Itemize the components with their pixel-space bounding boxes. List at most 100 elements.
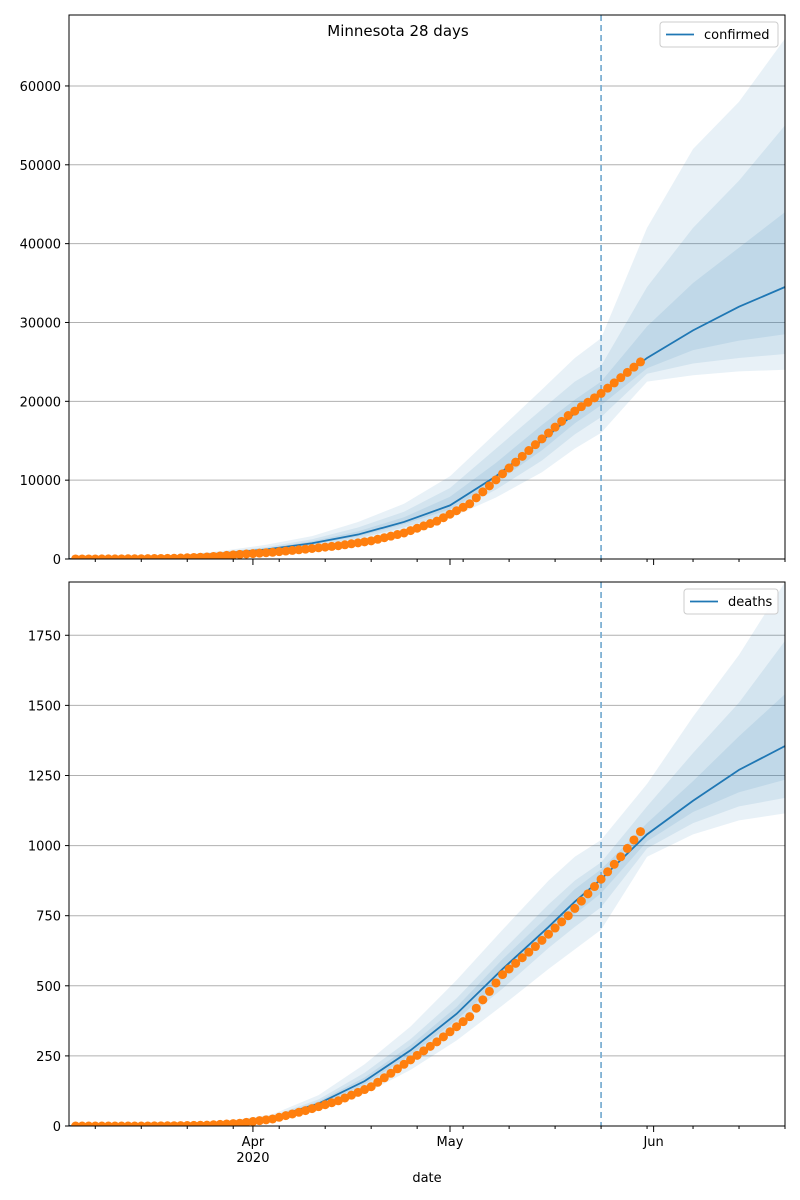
observed-point: [491, 475, 501, 485]
observed-point: [412, 1050, 422, 1060]
observed-point: [622, 367, 632, 377]
observed-point: [504, 964, 514, 974]
observed-point: [511, 958, 521, 968]
plot-area: [69, 582, 785, 1126]
observed-point: [235, 549, 245, 559]
observed-point: [366, 1082, 376, 1092]
observed-point: [228, 550, 238, 559]
observed-point: [281, 546, 291, 556]
legend-box: [683, 588, 779, 615]
observed-point: [563, 911, 573, 921]
observed-point: [537, 935, 547, 945]
observed-point: [603, 867, 613, 877]
x-tick-label: Apr: [242, 1135, 265, 1150]
observed-point: [596, 388, 606, 398]
observed-point: [373, 1077, 383, 1087]
observed-point: [635, 357, 645, 367]
observed-point: [576, 402, 586, 412]
observed-point: [209, 551, 219, 559]
observed-point: [563, 411, 573, 421]
observed-point: [215, 551, 225, 559]
observed-point: [248, 549, 258, 559]
observed-point: [570, 903, 580, 913]
observed-point: [557, 917, 567, 927]
y-tick-label: 10000: [20, 474, 61, 489]
observed-point: [557, 416, 567, 426]
observed-point: [465, 1012, 475, 1022]
observed-point: [445, 1027, 455, 1037]
observed-point: [616, 852, 626, 862]
observed-point: [254, 1116, 264, 1126]
y-tick-label: 40000: [20, 238, 61, 253]
observed-point: [241, 1117, 251, 1126]
observed-point: [235, 1118, 245, 1126]
legend-box: [659, 21, 779, 48]
observed-point: [392, 1064, 402, 1074]
observed-point: [517, 953, 527, 963]
observed-point: [603, 383, 613, 393]
observed-point: [406, 1055, 416, 1065]
legend-label: deaths: [728, 595, 773, 610]
observed-point: [504, 463, 514, 473]
observed-point: [629, 835, 639, 845]
observed-point: [590, 393, 600, 403]
observed-point: [537, 434, 547, 444]
observed-point: [478, 487, 488, 497]
observed-point: [511, 457, 521, 467]
x-axis-label: date: [412, 1171, 441, 1186]
figure-title: Minnesota 28 days: [327, 22, 469, 40]
observed-point: [498, 469, 508, 479]
observed-point: [419, 1046, 429, 1056]
observed-point: [268, 547, 278, 557]
observed-point: [320, 542, 330, 552]
y-tick-label: 30000: [20, 316, 61, 331]
observed-point: [544, 428, 554, 438]
observed-point: [333, 541, 343, 551]
observed-point: [576, 896, 586, 906]
observed-point: [360, 537, 370, 547]
observed-point: [340, 540, 350, 550]
observed-point: [570, 406, 580, 416]
y-tick-label: 60000: [20, 80, 61, 95]
observed-point: [583, 889, 593, 899]
observed-point: [287, 545, 297, 555]
observed-point: [314, 543, 324, 553]
observed-point: [425, 1041, 435, 1051]
y-tick-label: 500: [36, 980, 61, 995]
observed-point: [274, 547, 284, 557]
y-tick-label: 1500: [28, 699, 61, 714]
x-year-label: 2020: [236, 1151, 269, 1166]
uncertainty-band: [69, 640, 785, 1126]
observed-point: [379, 1073, 389, 1083]
observed-point: [622, 843, 632, 853]
observed-point: [300, 544, 310, 554]
observed-point: [438, 1032, 448, 1042]
observed-point: [327, 541, 337, 551]
observed-point: [616, 373, 626, 383]
observed-point: [544, 929, 554, 939]
observed-point: [432, 1037, 442, 1047]
observed-point: [241, 549, 251, 559]
observed-point: [261, 1115, 271, 1125]
observed-point: [530, 440, 540, 450]
y-tick-label: 0: [53, 553, 61, 568]
y-tick-label: 750: [36, 910, 61, 925]
x-tick-label: Jun: [642, 1135, 663, 1150]
observed-point: [478, 995, 488, 1005]
observed-point: [471, 493, 481, 503]
confirmed-panel: 0 10000 20000 30000 40000 50000 60000 confirmed: [20, 14, 786, 568]
y-tick-label: 50000: [20, 159, 61, 174]
observed-point: [629, 362, 639, 372]
observed-point: [550, 422, 560, 432]
x-tick-label: May: [437, 1135, 464, 1150]
observed-point: [222, 550, 232, 559]
y-tick-label: 1250: [28, 769, 61, 784]
y-tick-label: 20000: [20, 395, 61, 410]
observed-point: [399, 1059, 409, 1069]
observed-point: [471, 1003, 481, 1013]
observed-point: [353, 538, 363, 548]
observed-point: [491, 978, 501, 988]
uncertainty-band: [69, 125, 785, 559]
observed-point: [498, 970, 508, 980]
y-tick-label: 250: [36, 1050, 61, 1065]
